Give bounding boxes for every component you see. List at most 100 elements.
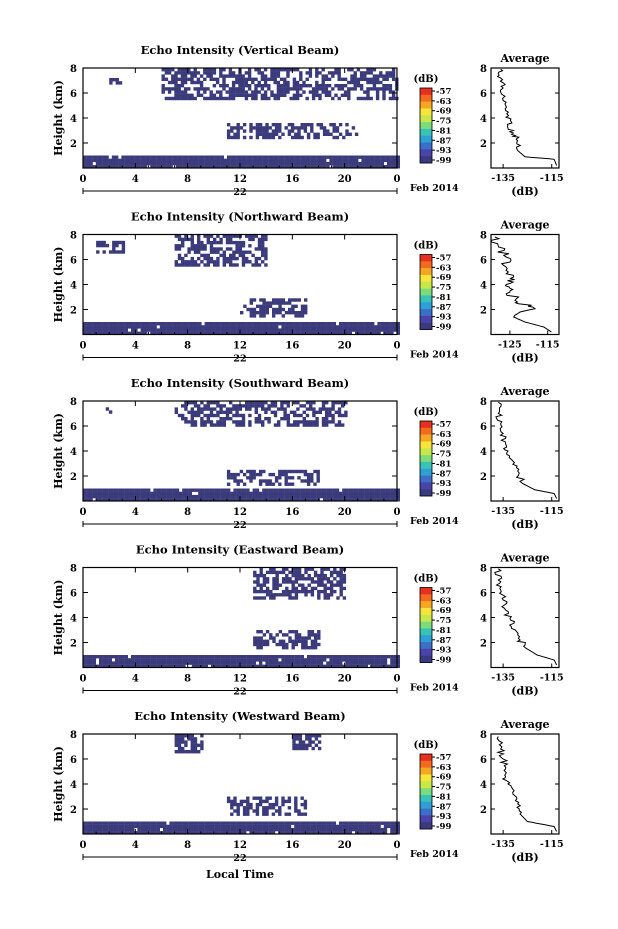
echo-cell (323, 658, 327, 662)
echo-cell (366, 93, 370, 97)
echo-cell (371, 824, 375, 829)
echo-cell (350, 87, 354, 91)
echo-cell (269, 636, 273, 640)
echo-cell (294, 298, 298, 302)
echo-cell (225, 407, 230, 411)
echo-cell (358, 491, 362, 496)
y-axis-title: Height (km) (52, 247, 65, 323)
echo-cell (393, 325, 397, 329)
echo-cell (137, 498, 141, 502)
echo-cell (261, 260, 265, 264)
echo-cell (284, 658, 288, 662)
echo-cell (209, 93, 213, 97)
echo-cell (216, 240, 220, 245)
y-tick-label: 6 (70, 589, 77, 600)
echo-cell (96, 243, 100, 248)
echo-cell (284, 498, 288, 502)
echo-cell (270, 404, 274, 408)
echo-cell (313, 135, 317, 140)
echo-cell (159, 491, 164, 496)
echo-cell (249, 664, 253, 668)
echo-cell (310, 129, 314, 133)
echo-cell (303, 158, 308, 163)
echo-cell (201, 328, 205, 332)
echo-cell (371, 155, 375, 159)
echo-cell (207, 498, 212, 502)
echo-cell (259, 658, 263, 662)
echo-cell (332, 824, 336, 829)
echo-cell (127, 664, 132, 668)
echo-cell (182, 494, 186, 499)
echo-cell (243, 158, 247, 163)
echo-cell (115, 827, 119, 832)
echo-cell (323, 325, 327, 329)
echo-cell (99, 664, 103, 668)
echo-cell (220, 165, 224, 169)
echo-cell (396, 328, 400, 332)
echo-cell (207, 491, 212, 496)
echo-cell (249, 314, 253, 318)
echo-cell (366, 96, 370, 101)
echo-cell (310, 824, 314, 829)
echo-cell (134, 488, 138, 492)
echo-cell (134, 664, 138, 668)
echo-cell (329, 328, 333, 332)
echo-cell (262, 655, 266, 659)
echo-cell (220, 658, 224, 662)
echo-cell (265, 655, 269, 659)
echo-cell (358, 658, 362, 662)
echo-cell (163, 821, 167, 825)
echo-cell (230, 472, 234, 477)
echo-cell (310, 476, 314, 480)
echo-cell (278, 135, 282, 140)
echo-cell (387, 491, 391, 496)
echo-cell (235, 250, 239, 254)
echo-cell (147, 325, 151, 329)
echo-cell (278, 498, 282, 502)
echo-cell (169, 664, 173, 668)
echo-cell (284, 479, 288, 483)
echo-cell (268, 821, 272, 825)
echo-cell (211, 661, 215, 665)
echo-cell (150, 161, 154, 166)
echo-cell (275, 488, 279, 492)
echo-cell (201, 831, 205, 835)
echo-cell (292, 743, 296, 747)
echo-cell (239, 126, 244, 130)
echo-cell (390, 322, 394, 326)
x-tick-label: 8 (184, 674, 191, 685)
echo-cell (262, 328, 266, 332)
echo-cell (285, 580, 289, 584)
echo-cell (185, 831, 189, 835)
echo-cell (262, 135, 266, 140)
echo-cell (331, 420, 335, 424)
echo-cell (369, 77, 373, 81)
echo-cell (358, 328, 362, 332)
echo-cell (174, 90, 178, 94)
echo-cell (264, 234, 268, 238)
echo-cell (111, 328, 116, 332)
echo-cell (276, 96, 281, 101)
echo-cell (190, 743, 194, 747)
echo-cell (228, 90, 233, 94)
echo-cell (303, 802, 308, 807)
echo-cell (105, 158, 109, 163)
echo-cell (255, 129, 260, 133)
average-profile-line (495, 401, 558, 499)
x-tick-label: 0 (394, 341, 401, 352)
echo-cell (251, 401, 255, 405)
echo-cell (264, 256, 268, 261)
average-x-tick-label: -135 (491, 506, 515, 517)
echo-cell (328, 420, 332, 424)
echo-cell (307, 824, 311, 829)
echo-cell (249, 123, 253, 127)
echo-cell (252, 298, 257, 302)
echo-cell (233, 494, 237, 499)
echo-cell (271, 482, 276, 486)
echo-cell (283, 90, 287, 94)
echo-cell (271, 812, 276, 816)
echo-cell (294, 132, 298, 136)
echo-cell (89, 155, 93, 159)
x-tick-label: 12 (233, 840, 247, 851)
colorbar-tick-label: -81 (436, 126, 451, 136)
